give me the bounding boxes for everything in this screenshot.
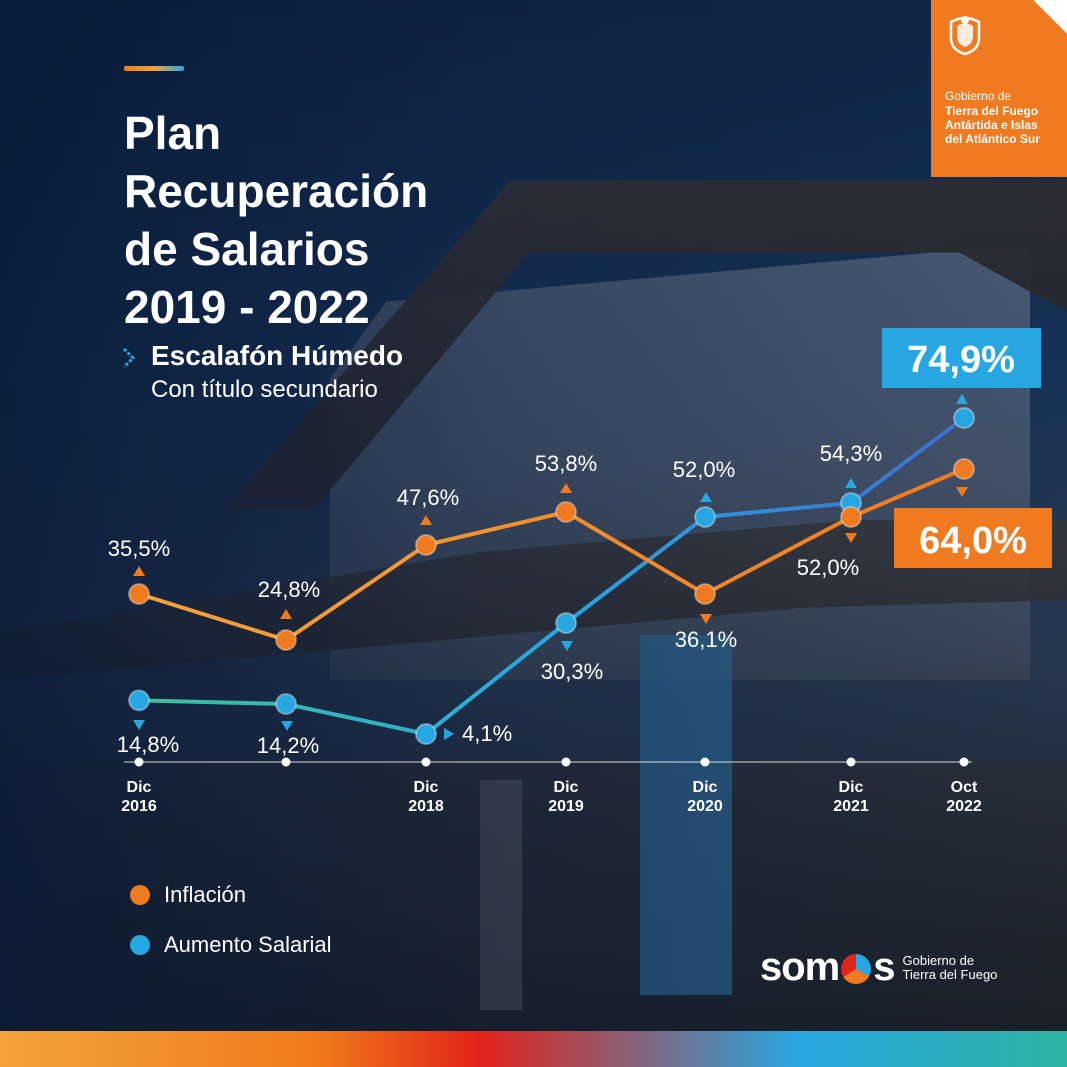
- x-tick-label: 2019: [548, 798, 584, 815]
- series-point-inflacion: [415, 534, 437, 556]
- badge-line-1: Gobierno de: [945, 89, 1012, 103]
- series-point-aumento-salarial: [275, 693, 297, 715]
- inflation-trend-arrow-icon: [700, 614, 712, 624]
- salary-data-label: 30,3%: [541, 659, 603, 684]
- salary-trend-arrow-icon: [133, 720, 145, 730]
- salary-data-label: 14,2%: [257, 733, 319, 758]
- chevron-right-icon: [122, 347, 136, 369]
- accent-line: [124, 66, 184, 71]
- legend-dot-orange-icon: [130, 885, 150, 905]
- inflation-trend-arrow-icon: [845, 533, 857, 543]
- legend-item-inflacion: Inflación: [130, 882, 246, 908]
- subtitle: Escalafón Húmedo: [151, 340, 404, 371]
- inflation-trend-arrow-icon: [956, 487, 968, 497]
- inflation-data-label: 47,6%: [397, 485, 459, 510]
- series-point-inflacion: [694, 583, 716, 605]
- legend-label: Aumento Salarial: [164, 932, 332, 957]
- x-tick-label: Dic: [839, 779, 864, 796]
- x-axis-tick-dot: [281, 757, 291, 767]
- inflation-data-label: 24,8%: [258, 577, 320, 602]
- badge-line-2: Tierra del Fuego Antártida e Islas del A…: [945, 104, 1040, 146]
- x-tick-label: Dic: [127, 779, 152, 796]
- x-tick-label: 2022: [946, 798, 982, 815]
- provincial-seal-icon: [949, 16, 981, 56]
- x-tick-label: 2016: [121, 798, 157, 815]
- series-point-aumento-salarial: [694, 506, 716, 528]
- salary-data-label: 14,8%: [117, 732, 179, 757]
- x-tick-label: Oct: [951, 779, 978, 796]
- x-tick-label: 2021: [833, 798, 869, 815]
- salary-final-value-label: 74,9%: [907, 339, 1015, 381]
- somos-wordmark: som s: [760, 945, 895, 989]
- salary-data-label: 54,3%: [820, 441, 882, 466]
- series-point-aumento-salarial: [953, 407, 975, 429]
- salary-data-label: 52,0%: [673, 457, 735, 482]
- somos-o-circle-icon: [841, 954, 872, 985]
- x-tick-label: 2018: [408, 798, 444, 815]
- series-point-aumento-salarial: [128, 689, 150, 712]
- government-badge: Gobierno de Tierra del Fuego Antártida e…: [931, 0, 1067, 177]
- legend-label: Inflación: [164, 882, 246, 907]
- somos-logo: som s Gobierno de Tierra del Fuego: [760, 945, 997, 990]
- x-axis-tick-dot: [134, 757, 144, 767]
- inflation-trend-arrow-icon: [420, 515, 432, 525]
- salary-trend-arrow-icon: [700, 492, 712, 502]
- salary-final-value-box: [882, 328, 1041, 388]
- salary-data-label: 4,1%: [462, 721, 512, 746]
- x-axis-tick-dot: [700, 757, 710, 767]
- series-point-inflacion: [128, 583, 150, 605]
- inflation-data-label: 36,1%: [675, 627, 737, 652]
- legend-item-aumento-salarial: Aumento Salarial: [130, 932, 332, 958]
- badge-fold-corner: [1033, 0, 1067, 34]
- somos-government-text: Gobierno de Tierra del Fuego: [902, 952, 998, 982]
- inflation-trend-arrow-icon: [133, 566, 145, 576]
- series-point-aumento-salarial: [415, 723, 437, 745]
- inflation-data-label: 52,0%: [797, 555, 859, 580]
- series-point-aumento-salarial: [555, 612, 577, 634]
- legend-dot-blue-icon: [130, 935, 150, 955]
- salary-trend-arrow-icon: [956, 394, 968, 404]
- x-axis-tick-dot: [959, 757, 969, 767]
- series-point-inflacion: [275, 629, 297, 651]
- inflation-trend-arrow-icon: [280, 609, 292, 619]
- x-tick-label: Dic: [414, 779, 439, 796]
- salary-trend-arrow-icon: [561, 641, 573, 651]
- salary-trend-arrow-icon: [281, 721, 293, 731]
- page-title: Plan Recuperación de Salarios 2019 - 202…: [124, 107, 429, 333]
- salary-trend-arrow-icon: [444, 728, 454, 740]
- inflation-data-label: 35,5%: [108, 536, 170, 561]
- inflation-final-value-label: 64,0%: [919, 520, 1027, 562]
- x-tick-label: Dic: [693, 779, 718, 796]
- x-tick-label: 2020: [687, 798, 723, 815]
- inflation-final-value-box: [894, 508, 1052, 568]
- series-point-inflacion: [953, 458, 975, 480]
- x-axis-tick-dot: [846, 757, 856, 767]
- salary-trend-arrow-icon: [845, 478, 857, 488]
- subtitle-secondary: Con título secundario: [151, 376, 378, 403]
- inflation-trend-arrow-icon: [560, 483, 572, 493]
- series-point-inflacion: [555, 501, 577, 523]
- x-axis-tick-dot: [561, 757, 571, 767]
- bottom-color-bar: [0, 1031, 1067, 1067]
- x-axis-tick-dot: [421, 757, 431, 767]
- x-tick-label: Dic: [554, 779, 579, 796]
- inflation-data-label: 53,8%: [535, 451, 597, 476]
- series-point-inflacion: [840, 506, 862, 528]
